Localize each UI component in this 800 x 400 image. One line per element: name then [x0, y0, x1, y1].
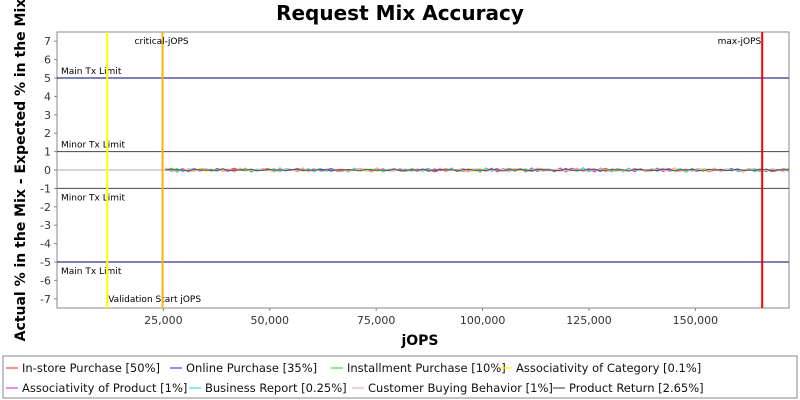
legend-item: Product Return [2.65%] [569, 381, 704, 395]
y-tick-label: 0 [44, 164, 51, 177]
y-axis-label: Actual % in the Mix - Expected % in the … [13, 0, 29, 341]
legend-frame [2, 355, 798, 399]
x-tick-label: 25,000 [144, 314, 183, 327]
series-line [165, 168, 790, 172]
x-tick-label: 100,000 [460, 314, 506, 327]
legend: In-store Purchase [50%] Online Purchase [… [2, 355, 798, 399]
legend-item: Associativity of Category [0.1%] [516, 361, 701, 375]
y-tick-label: 7 [44, 35, 51, 48]
y-tick-label: -4 [40, 238, 51, 251]
legend-item: Associativity of Product [1%] [22, 381, 187, 395]
limit-line-label: Minor Tx Limit [61, 193, 126, 203]
legend-item: Business Report [0.25%] [205, 381, 347, 395]
y-tick-label: -7 [40, 293, 51, 306]
limit-line-label: Minor Tx Limit [61, 141, 126, 151]
x-axis-label: jOPS [400, 333, 438, 349]
y-tick-label: -3 [40, 219, 51, 232]
series-lines [165, 166, 790, 174]
x-tick-label: 75,000 [357, 314, 396, 327]
marker-label: max-jOPS [718, 37, 762, 47]
limit-line-label: Main Tx Limit [61, 67, 122, 77]
plot-area: Main Tx Limit Minor Tx Limit Minor Tx Limi… [56, 31, 790, 309]
y-tick-label: -1 [40, 182, 51, 195]
y-tick-label: -2 [40, 201, 51, 214]
x-tick-label: 125,000 [566, 314, 612, 327]
x-axis: 25,000 50,000 75,000 100,000 125,000 150,000 [144, 308, 718, 327]
x-tick-label: 150,000 [673, 314, 719, 327]
y-tick-label: 6 [44, 54, 51, 67]
marker-label: Validation Start jOPS [108, 295, 201, 305]
chart-title: Request Mix Accuracy [276, 1, 524, 25]
legend-item: In-store Purchase [50%] [22, 361, 160, 375]
legend-item: Installment Purchase [10%] [347, 361, 506, 375]
y-tick-label: -5 [40, 256, 51, 269]
y-tick-label: 1 [44, 146, 51, 159]
marker-label: critical-jOPS [135, 37, 189, 47]
legend-item: Customer Buying Behavior [1%] [368, 381, 553, 395]
marker-lines: Validation Start jOPS critical-jOPS max-jO… [106, 32, 764, 308]
legend-item: Online Purchase [35%] [186, 361, 317, 375]
y-tick-label: 3 [44, 109, 51, 122]
x-tick-label: 50,000 [251, 314, 290, 327]
y-tick-label: 4 [44, 90, 51, 103]
y-tick-label: 2 [44, 127, 51, 140]
limit-line-label: Main Tx Limit [61, 267, 122, 277]
y-axis: 7 6 5 4 3 2 1 0 -1 -2 -3 -4 -5 -6 -7 [40, 35, 57, 306]
y-tick-label: 5 [44, 72, 51, 85]
y-tick-label: -6 [40, 274, 51, 287]
